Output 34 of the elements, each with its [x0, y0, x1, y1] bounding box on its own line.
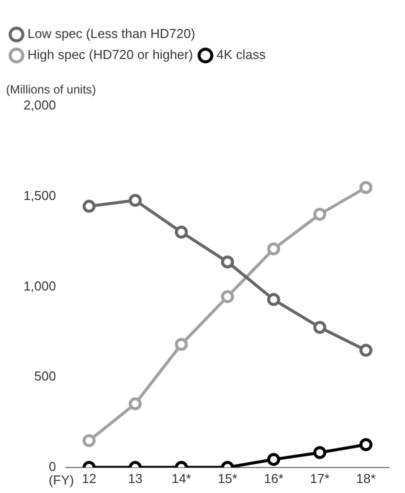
point	[221, 290, 234, 304]
point	[313, 446, 326, 460]
point	[267, 452, 280, 466]
point	[267, 242, 280, 256]
point	[313, 320, 326, 334]
point	[82, 200, 96, 213]
legend-label: 4K class	[216, 47, 266, 62]
x-tick-label: 17*	[310, 470, 330, 486]
y-tick-label: 1,000	[23, 278, 56, 294]
y-tick-label: 2,000	[23, 98, 56, 113]
point	[174, 338, 188, 351]
x-tick-label: 16*	[264, 470, 284, 486]
x-tick-label: 14*	[172, 470, 192, 486]
y-tick-label: 0	[48, 458, 56, 474]
y-tick-label: 500	[34, 368, 56, 384]
y-tick-label: 1,500	[23, 188, 56, 203]
point	[267, 293, 280, 306]
x-tick-label: 18*	[356, 470, 376, 486]
point	[174, 226, 188, 239]
point	[221, 255, 234, 268]
point	[359, 180, 372, 194]
legend-label: High spec (HD720 or higher)	[28, 47, 193, 62]
point	[128, 194, 142, 207]
x-tick-label: 15*	[218, 470, 238, 486]
legend-label: Low spec (Less than HD720)	[28, 26, 196, 42]
x-axis-title: (FY)	[48, 472, 74, 488]
x-tick-label: 13	[128, 470, 142, 486]
point	[313, 208, 326, 221]
point	[359, 438, 372, 452]
point	[82, 434, 96, 448]
x-tick-label: 12	[82, 470, 96, 486]
y-axis-title: (Millions of units)	[6, 82, 96, 96]
point	[128, 397, 142, 410]
point	[359, 344, 372, 357]
